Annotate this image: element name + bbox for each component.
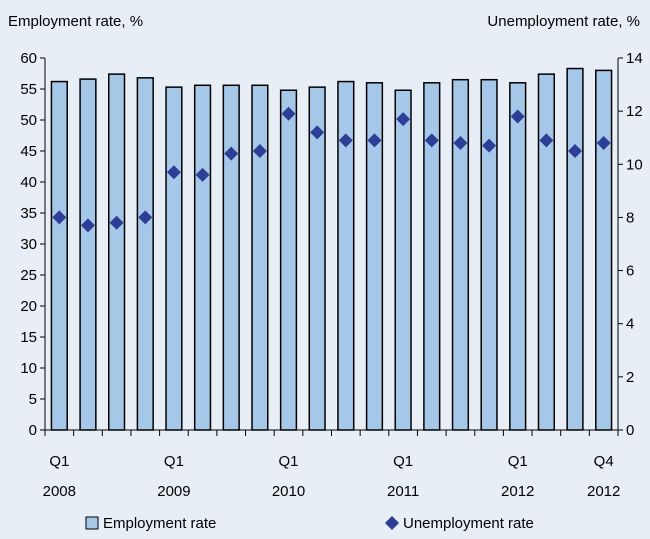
unemployment-marker bbox=[539, 133, 554, 148]
unemployment-marker bbox=[510, 109, 525, 124]
x-tick-label-year: 2011 bbox=[387, 483, 419, 500]
employment-bar bbox=[537, 73, 556, 431]
x-tick-label-year: 2012 bbox=[501, 483, 534, 500]
x-tick-label-year: 2012 bbox=[587, 483, 620, 500]
left-tick-label: 45 bbox=[20, 143, 37, 160]
employment-bar bbox=[79, 78, 97, 431]
unemployment-marker bbox=[568, 144, 583, 158]
legend: Employment rate Unemployment rate bbox=[85, 515, 534, 532]
unemployment-marker bbox=[80, 218, 95, 233]
legend-label-employment: Employment rate bbox=[103, 515, 216, 532]
left-tick-label: 35 bbox=[20, 205, 37, 222]
unemployment-marker bbox=[109, 215, 124, 230]
left-tick-label: 30 bbox=[20, 236, 37, 253]
x-tick-label-quarter: Q1 bbox=[508, 453, 528, 470]
right-tick-label: 2 bbox=[626, 369, 634, 386]
x-tick-label-quarter: Q1 bbox=[279, 453, 299, 470]
left-tick-label: 10 bbox=[20, 360, 37, 377]
legend-marker-unemployment bbox=[385, 516, 399, 530]
unemployment-marker bbox=[52, 210, 67, 225]
left-tick-label: 15 bbox=[20, 329, 37, 346]
right-tick-label: 12 bbox=[626, 103, 643, 120]
left-tick-label: 40 bbox=[20, 174, 37, 191]
x-tick-label-quarter: Q1 bbox=[164, 453, 184, 470]
markers-layer bbox=[52, 106, 611, 233]
bars-layer bbox=[50, 67, 613, 431]
employment-bar bbox=[136, 77, 154, 431]
unemployment-marker bbox=[424, 133, 439, 148]
unemployment-marker bbox=[396, 112, 411, 127]
left-tick-label: 55 bbox=[20, 81, 37, 98]
right-tick-label: 4 bbox=[626, 316, 634, 333]
left-axis-title: Employment rate, % bbox=[8, 13, 143, 30]
unemployment-marker bbox=[482, 138, 497, 153]
left-tick-label: 60 bbox=[20, 50, 37, 67]
x-tick-label-quarter: Q1 bbox=[49, 453, 69, 470]
x-tick-label-year: 2009 bbox=[157, 483, 190, 500]
left-tick-label: 50 bbox=[20, 112, 37, 129]
right-tick-label: 14 bbox=[626, 50, 643, 67]
employment-bar bbox=[509, 82, 527, 431]
right-axis-title: Unemployment rate, % bbox=[487, 13, 640, 30]
ticks-layer: 0 5 10 15 20 25 30 35 40 45 50 55 60 0 2 4 6 8 10 12 14 Q1 200… bbox=[20, 50, 642, 500]
employment-bar bbox=[279, 89, 298, 431]
employment-bar bbox=[50, 80, 68, 431]
right-tick-label: 8 bbox=[626, 209, 634, 226]
employment-bar bbox=[394, 89, 412, 431]
x-tick-label-year: 2010 bbox=[272, 483, 305, 500]
unemployment-marker bbox=[367, 133, 382, 148]
right-tick-label: 10 bbox=[626, 156, 643, 173]
employment-bar bbox=[251, 84, 269, 431]
unemployment-marker bbox=[224, 146, 239, 161]
legend-swatch-employment bbox=[85, 516, 99, 530]
employment-bar bbox=[165, 86, 183, 431]
right-tick-label: 6 bbox=[626, 263, 634, 280]
axes-layer bbox=[40, 57, 623, 436]
employment-bar bbox=[222, 84, 240, 431]
x-tick-label-quarter: Q1 bbox=[393, 453, 413, 470]
left-tick-label: 5 bbox=[29, 391, 37, 408]
unemployment-marker bbox=[453, 136, 468, 151]
employment-bar bbox=[566, 67, 584, 431]
unemployment-marker bbox=[338, 133, 353, 148]
employment-bar bbox=[480, 78, 498, 431]
unemployment-marker bbox=[310, 125, 325, 140]
x-tick-label-year: 2008 bbox=[43, 483, 76, 500]
left-tick-label: 0 bbox=[29, 422, 37, 439]
unemployment-marker bbox=[166, 165, 181, 180]
unemployment-marker bbox=[138, 210, 153, 225]
right-tick-label: 0 bbox=[626, 422, 634, 439]
legend-label-unemployment: Unemployment rate bbox=[403, 515, 534, 532]
unemployment-marker bbox=[596, 136, 611, 151]
employment-bar bbox=[451, 78, 470, 431]
employment-bar bbox=[193, 84, 212, 431]
employment-bar bbox=[595, 69, 613, 431]
unemployment-marker bbox=[281, 106, 296, 121]
employment-bar bbox=[107, 73, 126, 431]
unemployment-marker bbox=[252, 144, 267, 158]
left-tick-label: 25 bbox=[20, 267, 37, 284]
x-tick-label-quarter: Q4 bbox=[594, 453, 614, 470]
unemployment-marker bbox=[195, 167, 210, 182]
left-tick-label: 20 bbox=[20, 298, 37, 315]
